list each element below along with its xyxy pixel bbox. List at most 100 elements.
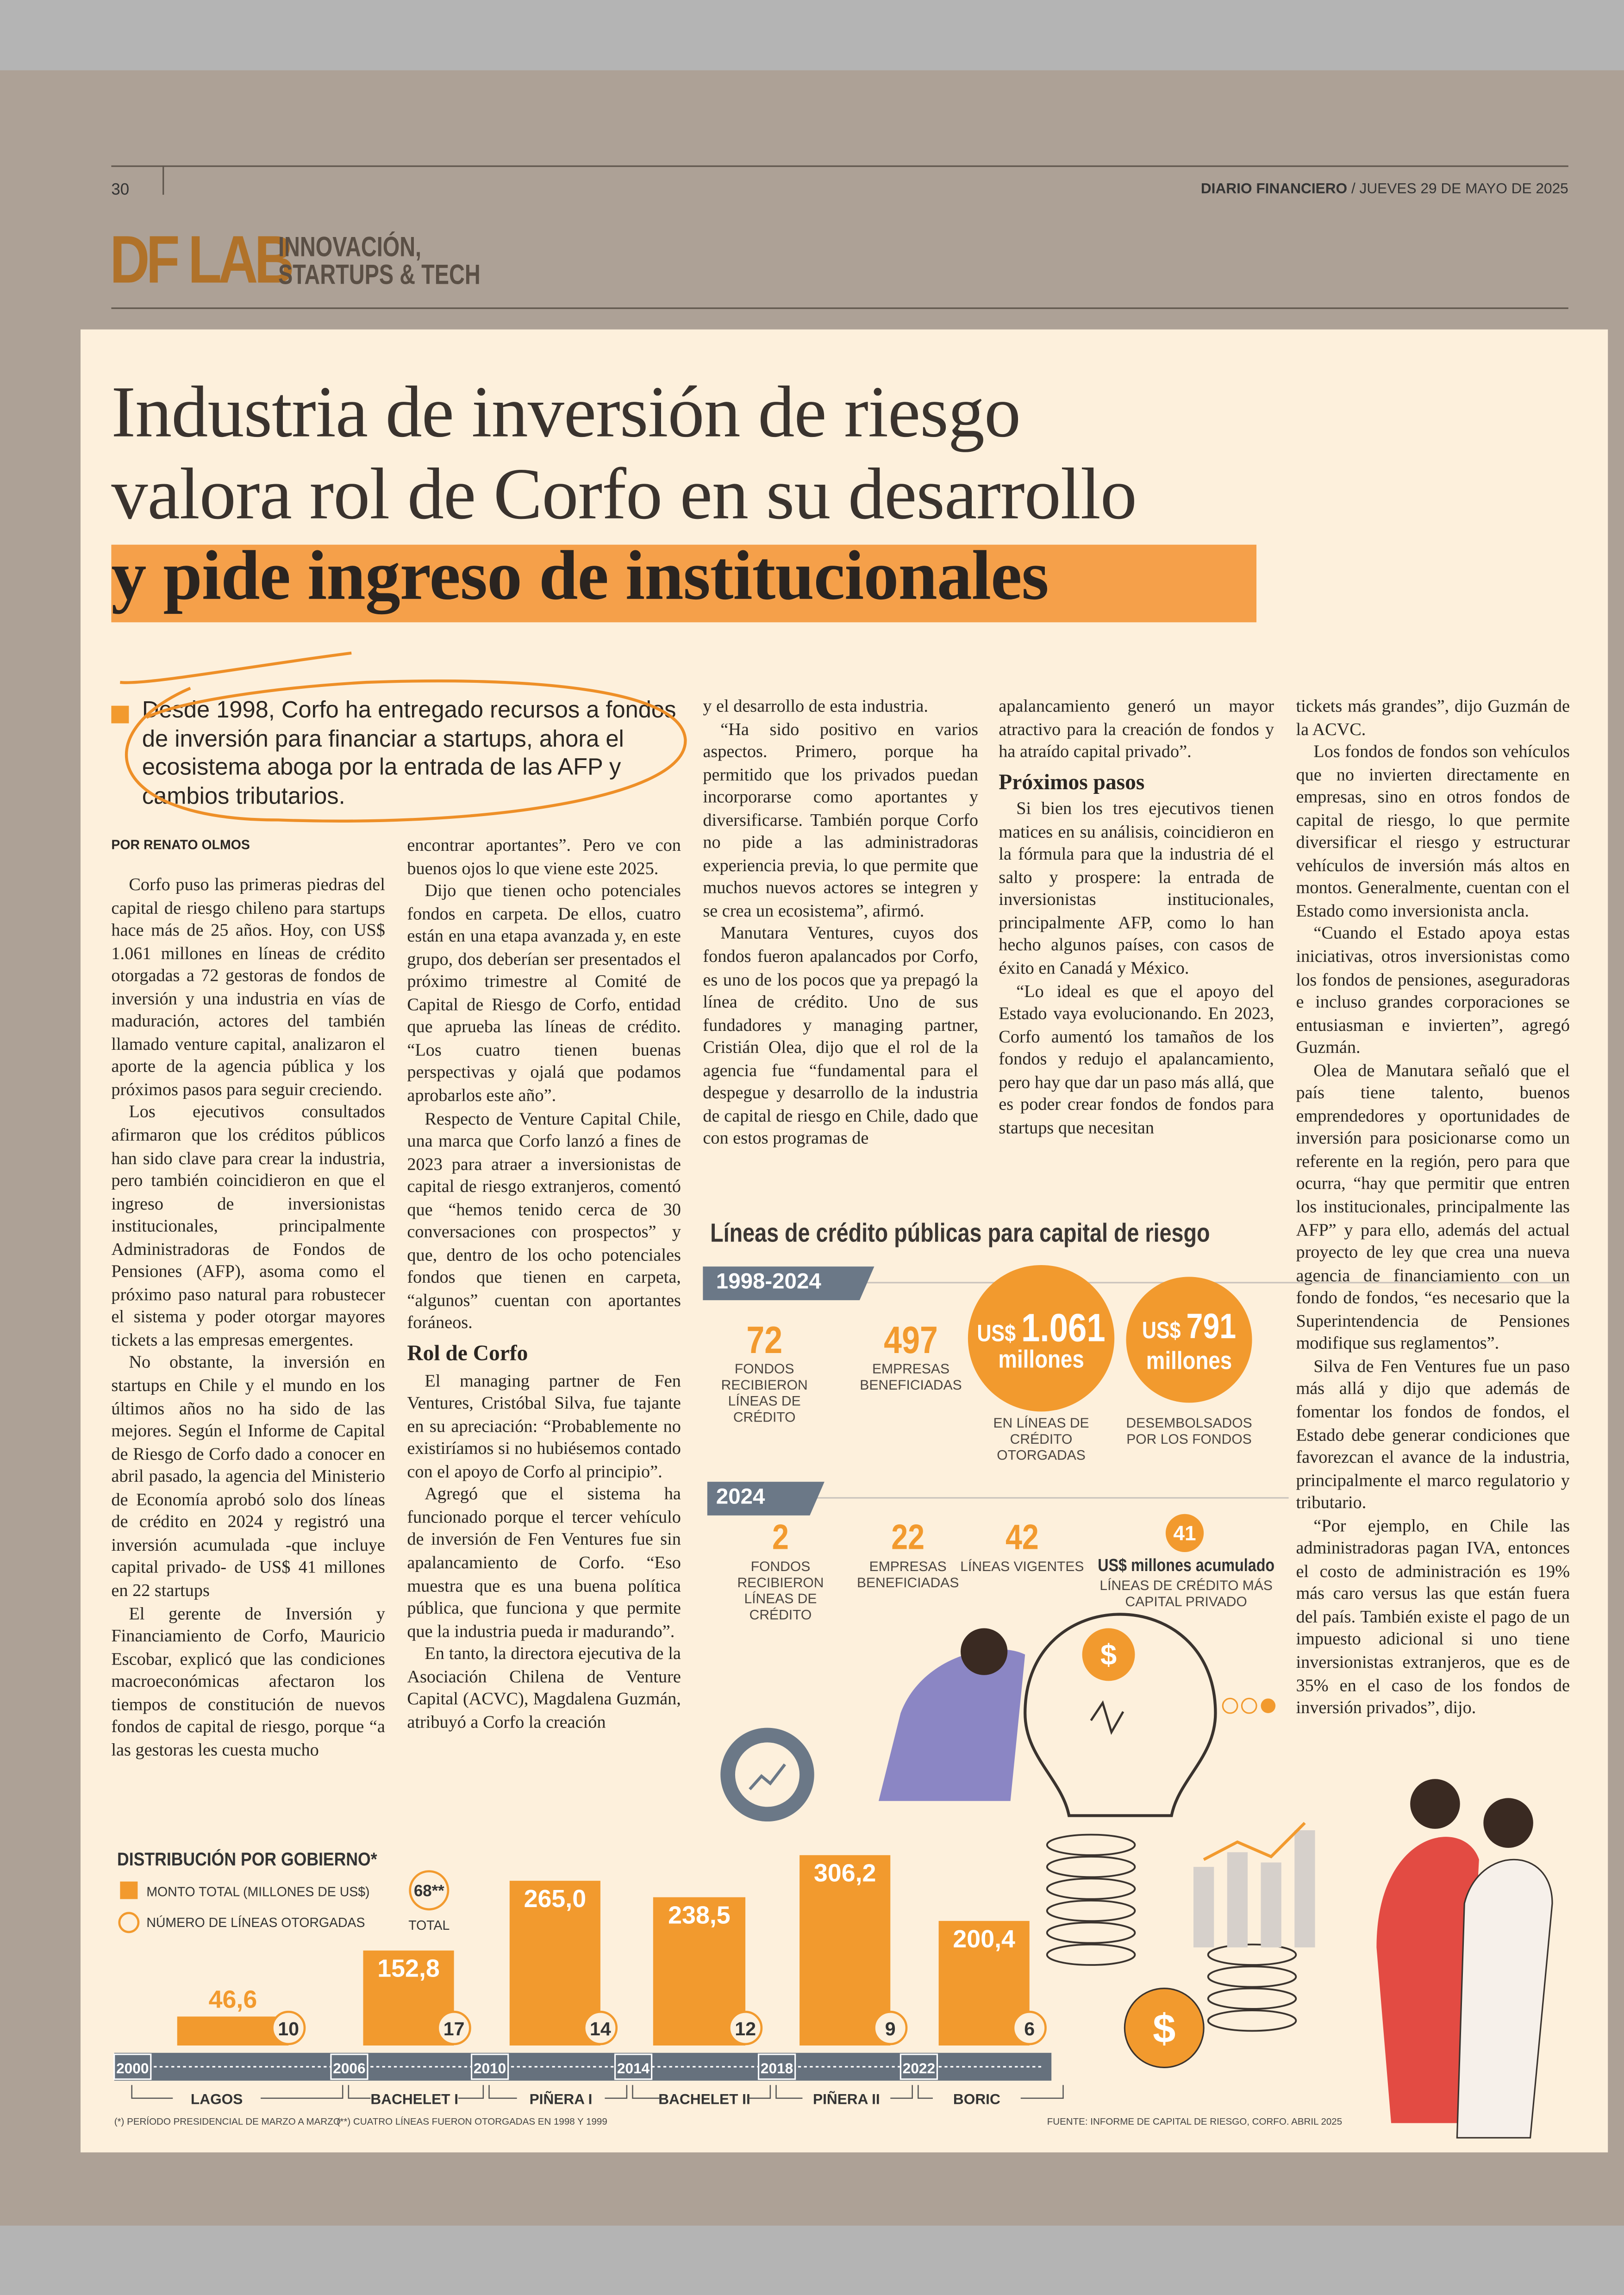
amount: 1.061 [1021, 1306, 1106, 1350]
year-label: 2022 [903, 2060, 935, 2077]
government-arrow [775, 2085, 913, 2099]
paragraph: Corfo puso las primeras piedras del capi… [111, 874, 385, 1100]
accumulated-unit: US$ millones acumulado [1098, 1555, 1275, 1576]
paragraph: y el desarrollo de esta industria. [703, 695, 928, 716]
stat-value: 42 [1006, 1518, 1039, 1558]
text-column: Corfo puso las primeras piedras del capi… [111, 874, 385, 1793]
total-label: TOTAL [408, 1918, 450, 1933]
stat-value: 22 [891, 1518, 925, 1558]
paragraph: En tanto, la directora ejecutiva de la A… [407, 1643, 681, 1732]
paragraph: Agregó que el sistema ha funcionado porq… [407, 1484, 681, 1641]
lines-count: 6 [1024, 2018, 1035, 2039]
year-label: 2010 [474, 2060, 506, 2077]
lines-circle [873, 2010, 908, 2046]
stat-caption: EMPRESAS BENEFICIADAS [860, 1361, 962, 1394]
bar-label: 265,0 [524, 1885, 587, 1913]
paragraph: Manutara Ventures, cuyos dos fondos fuer… [703, 923, 979, 1149]
section-name: INNOVACIÓN, STARTUPS & TECH [278, 234, 481, 290]
paragraph: Silva de Fen Ventures fue un paso más al… [1296, 1355, 1570, 1513]
paragraph: “Lo ideal es que el apoyo del Estado vay… [999, 980, 1274, 1138]
lines-count: 12 [735, 2018, 756, 2039]
masthead: DIARIO FINANCIERO / JUEVES 29 DE MAYO DE… [1201, 181, 1568, 198]
accumulated-caption: LÍNEAS DE CRÉDITO MÁS CAPITAL PRIVADO [1099, 1578, 1273, 1611]
stat-caption: FONDOS RECIBIERON LÍNEAS DE CRÉDITO [721, 1361, 808, 1426]
government-label: BACHELET II [658, 2091, 750, 2108]
lines-circle [583, 2010, 618, 2046]
total-value: 68** [414, 1882, 444, 1900]
paragraph: El gerente de Inversión y Financiamiento… [111, 1603, 385, 1760]
header-divider [162, 165, 164, 195]
bar [509, 1881, 600, 2046]
date: / JUEVES 29 DE MAYO DE 2025 [1351, 181, 1568, 198]
lines-circle [437, 2010, 471, 2046]
lines-count: 9 [885, 2018, 896, 2039]
paragraph: Los fondos de fondos son vehículos que n… [1296, 741, 1570, 921]
paragraph: tickets más grandes”, dijo Guzmán de la … [1296, 695, 1570, 739]
paragraph: “Cuando el Estado apoya estas iniciativa… [1296, 923, 1570, 1058]
paragraph: El managing partner de Fen Ventures, Cri… [407, 1370, 681, 1482]
stat-value: 497 [884, 1317, 938, 1362]
lead-bullet [111, 705, 129, 723]
government-arrow [632, 2085, 771, 2099]
page-number: 30 [111, 181, 130, 200]
paragraph: “Por ejemplo, en Chile las administrador… [1296, 1515, 1570, 1718]
stat-value: 72 [746, 1317, 783, 1362]
government-label: LAGOS [191, 2091, 243, 2108]
legend-swatch [120, 1881, 138, 1899]
paragraph: encontrar aportantes”. Pero ve con bueno… [407, 835, 681, 878]
lines-circle [1012, 2010, 1047, 2046]
circle-caption: DESEMBOLSADOS POR LOS FONDOS [1126, 1416, 1252, 1448]
government-arrow [348, 2085, 484, 2099]
period-label: 1998-2024 [716, 1269, 821, 1295]
amount: 791 [1186, 1307, 1237, 1347]
currency: US$ [1142, 1319, 1181, 1344]
year-box [113, 2053, 152, 2080]
section-logo: DF LAB [110, 221, 294, 298]
year-label: 2006 [333, 2060, 365, 2077]
circle-unit: millones [998, 1345, 1084, 1374]
year-label: 2000 [116, 2060, 149, 2077]
year-box [899, 2053, 938, 2080]
stat-caption: LÍNEAS VIGENTES [960, 1559, 1084, 1576]
circle-caption: EN LÍNEAS DE CRÉDITO OTORGADAS [993, 1416, 1089, 1465]
lead: Desde 1998, Corfo ha entregado recursos … [142, 698, 676, 809]
title-highlight [111, 544, 1257, 623]
year-box [614, 2053, 653, 2080]
header-rule [111, 307, 1568, 309]
title-line: Industria de inversión de riesgo [111, 370, 1021, 453]
government-label: PIÑERA I [530, 2091, 593, 2108]
footnote: (**) CUATRO LÍNEAS FUERON OTORGADAS EN 1… [337, 2116, 607, 2127]
lines-count: 14 [590, 2018, 611, 2039]
lines-count: 10 [278, 2018, 299, 2039]
stat-caption: EMPRESAS BENEFICIADAS [856, 1559, 959, 1592]
bar [177, 2016, 289, 2046]
title-line: valora rol de Corfo en su desarrollo [111, 452, 1137, 535]
paragraph: “Ha sido positivo en varios aspectos. Pr… [703, 718, 979, 921]
year-box [330, 2053, 369, 2080]
lines-circle [271, 2010, 306, 2046]
text-column: y el desarrollo de esta industria. “Ha si… [703, 696, 978, 1161]
text-column: apalancamiento generó un mayor atractivo… [999, 696, 1274, 1161]
bar-label: 152,8 [377, 1955, 440, 1983]
text-column: encontrar aportantes”. Pero ve con bueno… [407, 835, 681, 1796]
svg-text:$: $ [1100, 1639, 1117, 1671]
legend-label: MONTO TOTAL (MILLONES DE US$) [146, 1884, 369, 1899]
government-arrow [918, 2085, 1064, 2099]
section-line: STARTUPS & TECH [278, 261, 481, 292]
legend-label: NÚMERO DE LÍNEAS OTORGADAS [146, 1915, 365, 1930]
stat-value: 2 [772, 1518, 789, 1558]
circle-unit: millones [1146, 1347, 1232, 1375]
lines-circle [728, 2010, 763, 2046]
government-label: PIÑERA II [813, 2091, 880, 2108]
bar-label: 238,5 [668, 1902, 731, 1929]
paragraph: No obstante, la inversión en startups en… [111, 1352, 385, 1601]
year-box [757, 2053, 796, 2080]
publication: DIARIO FINANCIERO [1200, 181, 1348, 198]
stat-caption: FONDOS RECIBIERON LÍNEAS DE CRÉDITO [737, 1559, 824, 1624]
year-label: 2018 [761, 2060, 793, 2077]
